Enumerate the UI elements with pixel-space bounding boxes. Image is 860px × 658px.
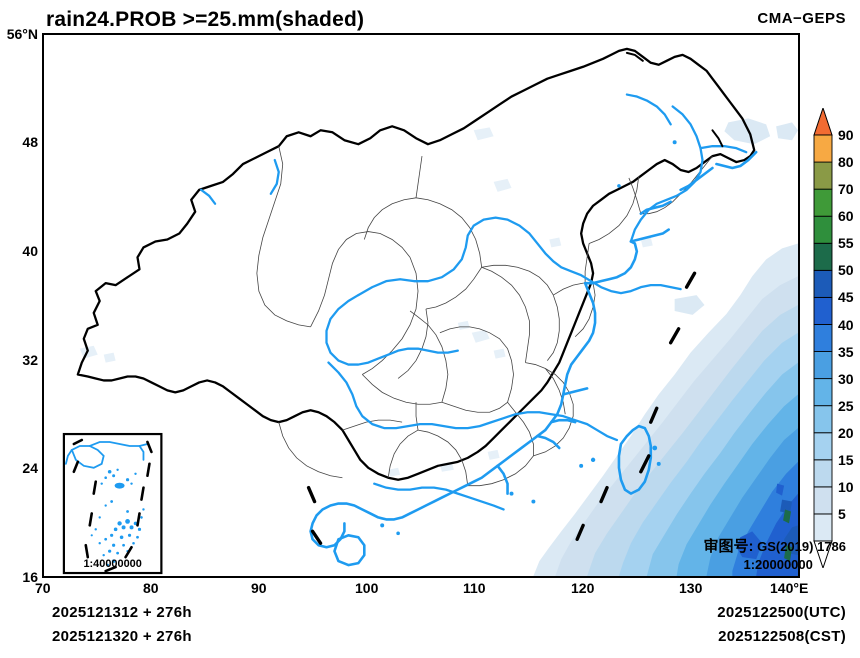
rivers bbox=[200, 93, 748, 511]
colorbar-svg bbox=[813, 108, 833, 568]
y-tick-24: 24 bbox=[22, 460, 38, 476]
y-tick-16: 16 bbox=[22, 569, 38, 585]
colorbar-tick-40: 40 bbox=[838, 316, 854, 333]
colorbar-tick-70: 70 bbox=[838, 181, 854, 198]
approval-value: GS(2019) 1786 bbox=[757, 539, 846, 554]
colorbar-tick-90: 90 bbox=[838, 127, 854, 143]
model-label: CMA−GEPS bbox=[757, 10, 846, 27]
colorbar-tick-20: 20 bbox=[838, 424, 854, 441]
colorbar-segment[interactable] bbox=[813, 215, 833, 244]
colorbar-tick-10: 10 bbox=[838, 478, 854, 495]
colorbar-segment[interactable] bbox=[813, 486, 833, 515]
colorbar-tick-35: 35 bbox=[838, 343, 854, 360]
y-tick-48: 48 bbox=[22, 134, 38, 150]
colorbar-segment[interactable] bbox=[813, 188, 833, 217]
colorbar-tick-15: 15 bbox=[838, 451, 854, 468]
y-axis: 56°N 48 40 32 24 16 bbox=[0, 0, 38, 658]
colorbar-under-arrow bbox=[813, 540, 833, 568]
colorbar-tick-30: 30 bbox=[838, 370, 854, 387]
y-tick-40: 40 bbox=[22, 243, 38, 259]
page-title: rain24.PROB >=25.mm(shaded) bbox=[46, 8, 365, 31]
y-tick-32: 32 bbox=[22, 352, 38, 368]
x-tick-100: 100 bbox=[355, 580, 379, 596]
colorbar-segment[interactable] bbox=[813, 134, 833, 163]
national-boundary bbox=[76, 47, 756, 481]
x-tick-110: 110 bbox=[463, 580, 486, 596]
approval-prefix: 审图号: bbox=[703, 538, 754, 555]
x-tick-130: 130 bbox=[679, 580, 703, 596]
colorbar-tick-5: 5 bbox=[838, 505, 846, 522]
colorbar-tick-55: 55 bbox=[838, 235, 854, 252]
colorbar-segment[interactable] bbox=[813, 405, 833, 434]
colorbar-segment[interactable] bbox=[813, 269, 833, 298]
approval-line1: 审图号: GS(2019) 1786 bbox=[703, 535, 846, 556]
colorbar-segment[interactable] bbox=[813, 296, 833, 325]
colorbar-tick-25: 25 bbox=[838, 397, 854, 414]
coast-black-detail bbox=[625, 51, 724, 148]
colorbar-segment[interactable] bbox=[813, 459, 833, 488]
colorbar-tick-60: 60 bbox=[838, 208, 854, 225]
x-tick-90: 90 bbox=[251, 580, 267, 596]
map-svg: 1:40000000 bbox=[62, 47, 798, 576]
colorbar-segment[interactable] bbox=[813, 242, 833, 271]
approval-line2: 1:20000000 bbox=[743, 557, 813, 572]
footer-init-time-1: 2025121312 + 276h bbox=[52, 604, 192, 621]
colorbar[interactable]: 5 10 15 20 25 30 35 40 45 50 55 60 70 80 90 bbox=[812, 108, 854, 568]
shading-field bbox=[79, 118, 798, 576]
x-tick-70: 70 bbox=[35, 580, 51, 596]
footer-valid-time-cst: 2025122508(CST) bbox=[718, 628, 846, 645]
colorbar-segment[interactable] bbox=[813, 324, 833, 352]
footer-init-time-2: 2025121320 + 276h bbox=[52, 628, 192, 645]
colorbar-tick-50: 50 bbox=[838, 262, 854, 279]
approval-stamp: 审图号: GS(2019) 1786 1:20000000 bbox=[703, 535, 846, 572]
x-tick-120: 120 bbox=[571, 580, 595, 596]
colorbar-segment[interactable] bbox=[813, 161, 833, 190]
colorbar-tick-80: 80 bbox=[838, 154, 854, 171]
colorbar-tick-45: 45 bbox=[838, 289, 854, 306]
x-tick-140: 140°E bbox=[770, 580, 809, 596]
nine-dash-line bbox=[306, 271, 697, 545]
inset-map[interactable]: 1:40000000 bbox=[62, 432, 163, 575]
colorbar-over-arrow bbox=[813, 108, 833, 136]
x-tick-80: 80 bbox=[143, 580, 159, 596]
colorbar-segment[interactable] bbox=[813, 351, 833, 380]
y-tick-56: 56°N bbox=[6, 26, 38, 42]
coastline bbox=[309, 140, 758, 567]
inset-scale-label: 1:40000000 bbox=[83, 558, 141, 570]
colorbar-segment[interactable] bbox=[813, 378, 833, 407]
province-boundaries bbox=[256, 146, 713, 487]
colorbar-segment[interactable] bbox=[813, 432, 833, 461]
map-plot-area[interactable]: 1:40000000 bbox=[42, 33, 800, 578]
footer-valid-time-utc: 2025122500(UTC) bbox=[717, 604, 846, 621]
